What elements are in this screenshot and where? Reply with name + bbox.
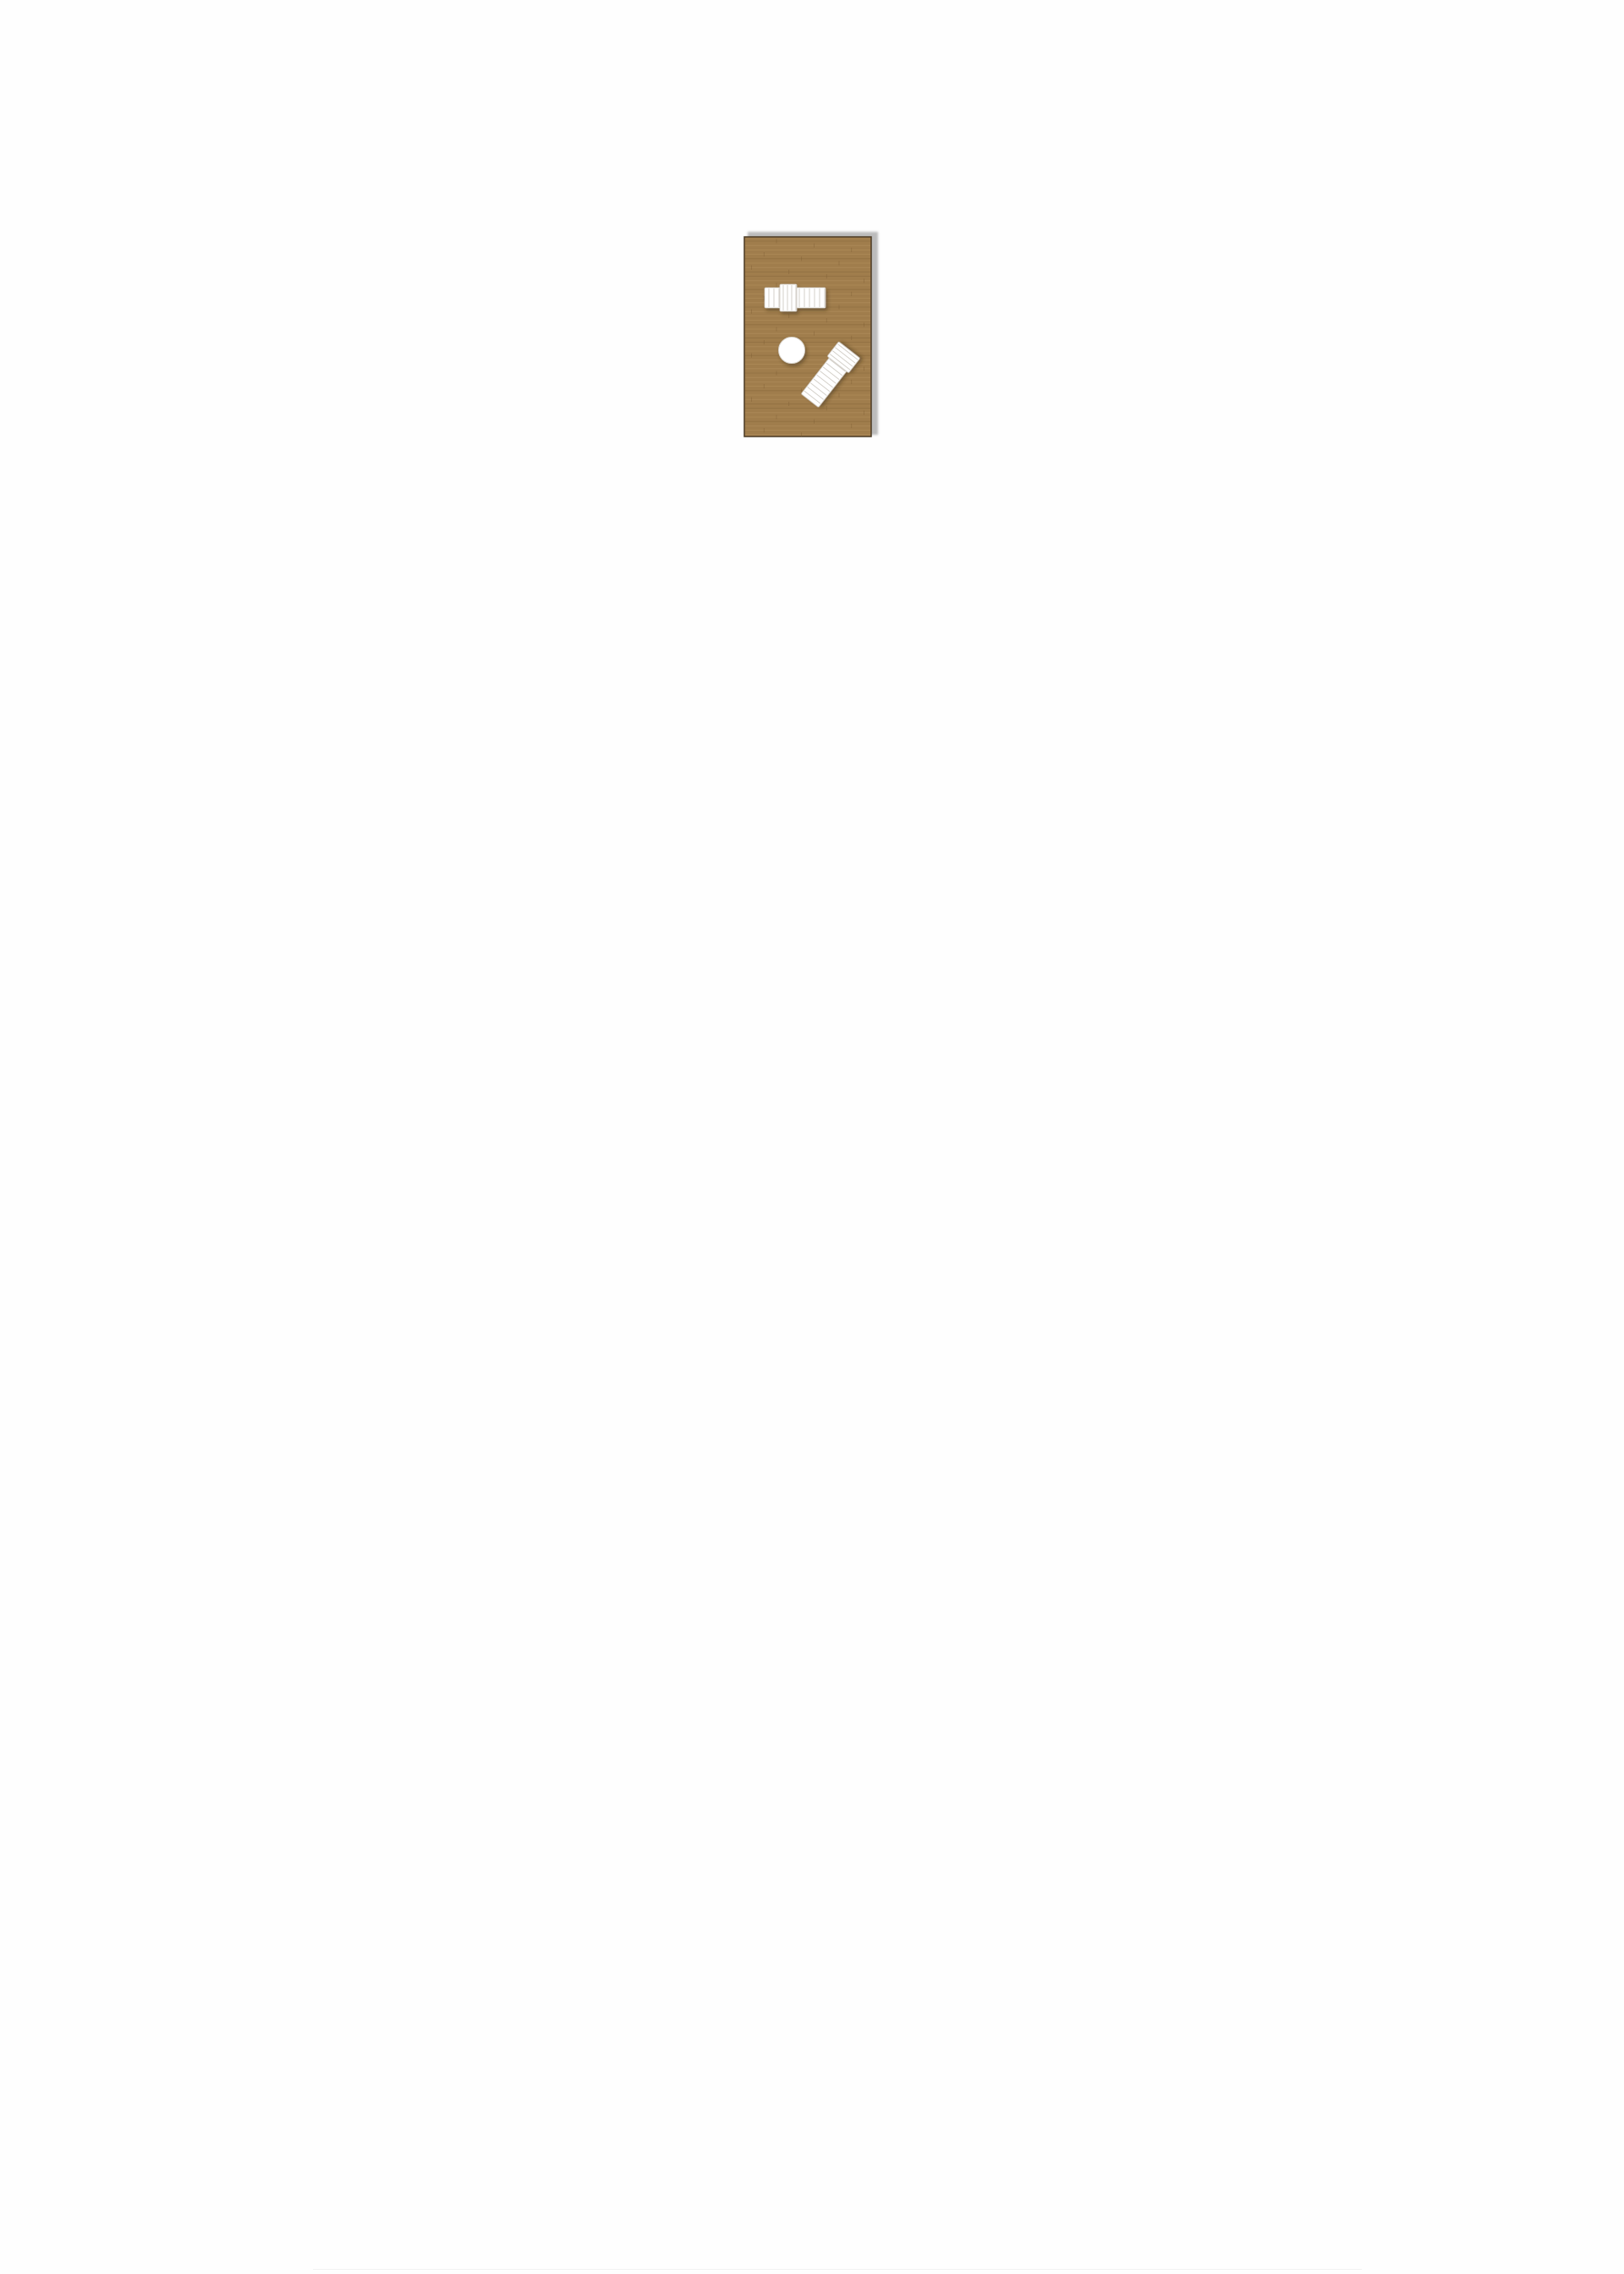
lounger-slat [829, 359, 846, 372]
lounger-slat [826, 362, 843, 376]
lounger-backrest [779, 283, 798, 312]
lounger-slat [807, 387, 824, 400]
lounger-backrest [827, 341, 860, 373]
lounger-slat [813, 378, 831, 393]
round-side-table [778, 337, 805, 364]
lounger-slat [820, 371, 837, 384]
lounger-slat [830, 354, 851, 371]
sun-lounger [764, 283, 826, 312]
wooden-deck [743, 236, 872, 437]
lounger-slat [835, 347, 856, 364]
lounger-slat [832, 350, 853, 367]
lounger-slat [822, 366, 840, 380]
lounger-slat [810, 382, 827, 396]
lounger-slat [804, 390, 821, 404]
lounger-slat [837, 343, 859, 360]
sun-lounger [801, 341, 860, 408]
page-edge-line [313, 2269, 1362, 2270]
lounger-slat [816, 374, 833, 388]
